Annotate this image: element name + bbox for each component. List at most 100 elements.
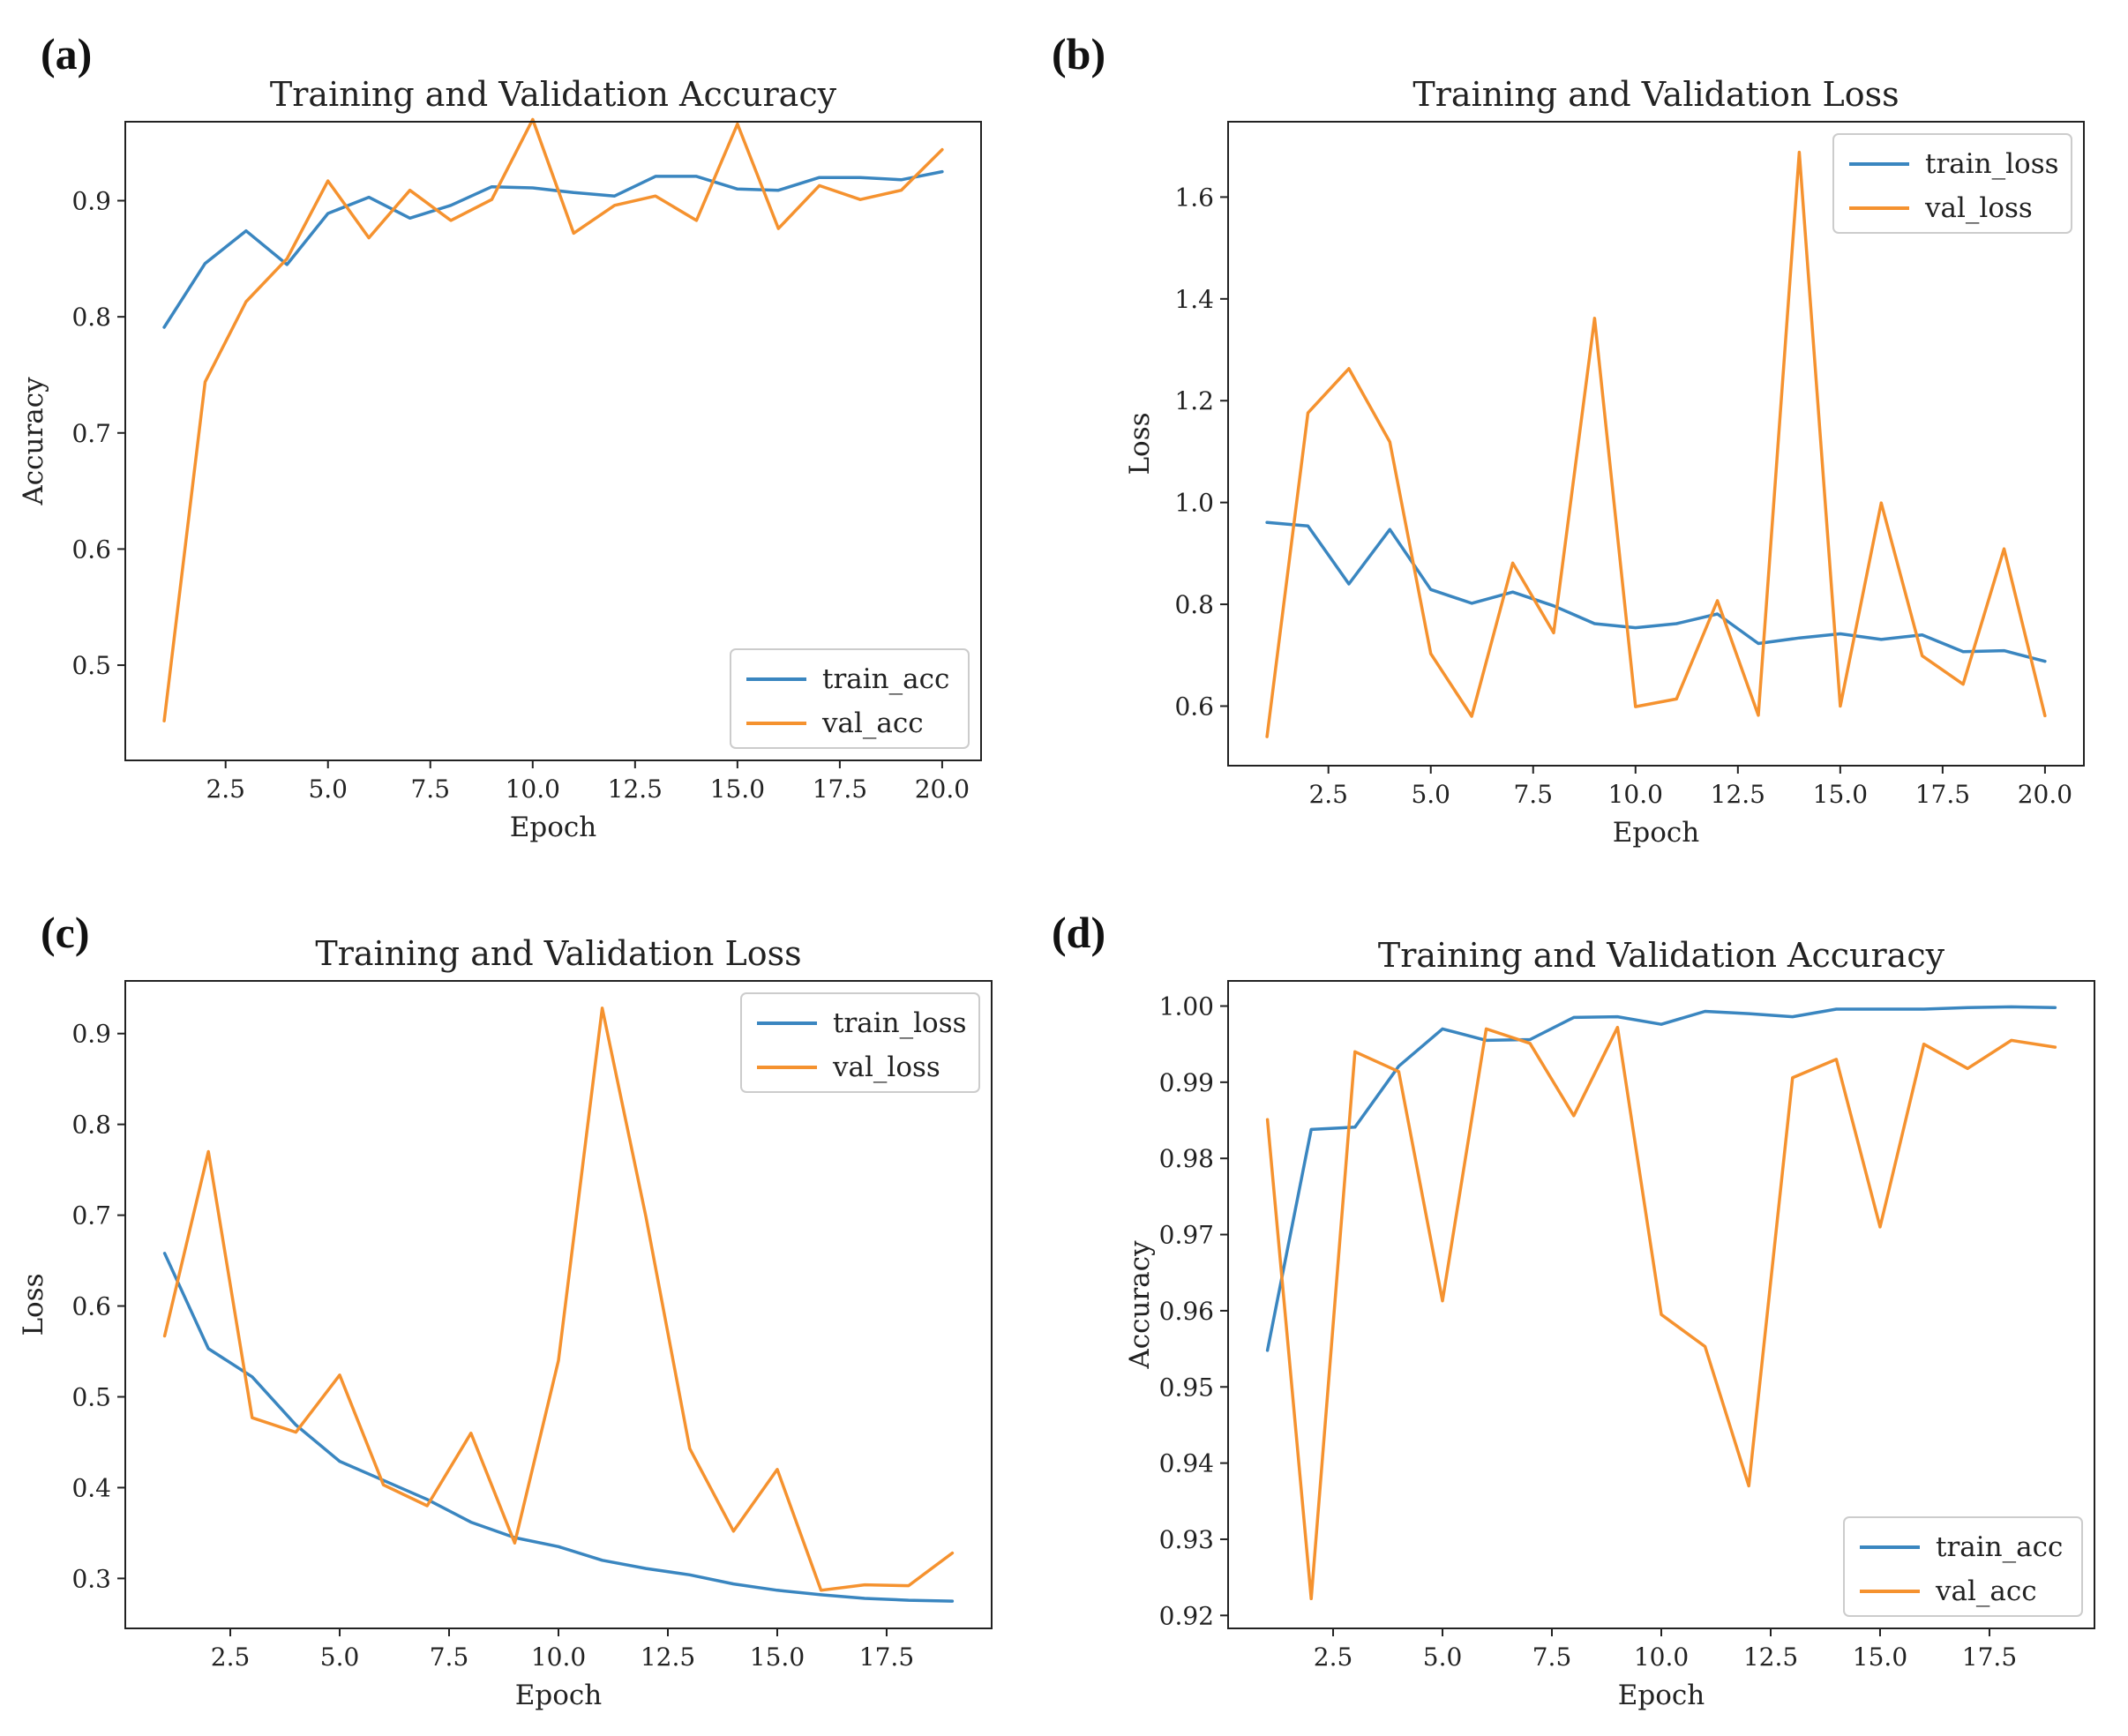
y-tick-label: 0.92 (1159, 1601, 1214, 1630)
legend-label-train_loss: train_loss (1925, 148, 2059, 180)
legend-label-val_acc: val_acc (821, 707, 924, 739)
x-tick-label: 10.0 (531, 1642, 586, 1672)
legend-label-val_loss: val_loss (832, 1051, 940, 1083)
chart-panel-1: (a) Training and Validation Accuracy 2.5 5.… (18, 29, 982, 843)
series-line-train_acc (162, 169, 944, 329)
y-tick-label: 0.5 (71, 651, 111, 680)
y-tick-label: 0.8 (71, 1111, 111, 1140)
y-tick-label: 0.6 (71, 1292, 111, 1321)
y-axis-label: Loss (18, 1273, 49, 1336)
x-axis-label: Epoch (1618, 1680, 1705, 1711)
y-tick-label: 0.6 (71, 535, 111, 564)
x-tick-label: 15.0 (1813, 780, 1868, 809)
y-tick-label: 0.95 (1159, 1373, 1214, 1402)
x-tick-label: 2.5 (211, 1642, 251, 1672)
x-axis-label: Epoch (515, 1680, 602, 1711)
x-axis-label: Epoch (510, 812, 596, 843)
y-tick-label: 0.9 (71, 187, 111, 216)
series-line-val_loss (1265, 150, 2047, 738)
chart-panel-3: (c) Training and Validation Loss 2.5 5.0 7.5… (18, 908, 993, 1711)
x-tick-label: 10.0 (1634, 1642, 1689, 1672)
series-line-train_loss (1265, 520, 2047, 663)
x-axis-label: Epoch (1613, 817, 1699, 849)
x-tick-label: 7.5 (1513, 780, 1553, 809)
x-tick-label: 17.5 (1962, 1642, 2017, 1672)
y-tick-label: 0.98 (1159, 1144, 1214, 1173)
x-tick-label: 7.5 (410, 774, 450, 804)
series-line-val_acc (162, 117, 944, 722)
y-tick-label: 0.7 (71, 1201, 111, 1231)
y-tick-label: 1.6 (1174, 183, 1214, 212)
x-tick-label: 17.5 (859, 1642, 914, 1672)
plot-frame (124, 121, 982, 761)
y-tick-label: 1.4 (1174, 285, 1214, 314)
y-tick-label: 0.99 (1159, 1068, 1214, 1097)
x-tick-label: 15.0 (710, 774, 765, 804)
y-tick-label: 0.94 (1159, 1449, 1214, 1478)
y-tick-label: 0.7 (71, 419, 111, 448)
legend-label-val_acc: val_acc (1935, 1575, 2037, 1607)
x-tick-label: 15.0 (1853, 1642, 1907, 1672)
legend-label-train_loss: train_loss (833, 1007, 967, 1039)
y-axis-label: Loss (1124, 412, 1156, 475)
legend-label-train_acc: train_acc (822, 663, 949, 695)
series-line-val_loss (162, 1006, 955, 1592)
y-tick-label: 0.9 (71, 1020, 111, 1049)
legend-label-train_acc: train_acc (1936, 1531, 2063, 1563)
x-tick-label: 20.0 (2018, 780, 2072, 809)
x-tick-label: 17.5 (1915, 780, 1970, 809)
x-tick-label: 2.5 (206, 774, 245, 804)
y-tick-label: 0.3 (71, 1564, 111, 1593)
series-line-val_acc (1265, 1025, 2057, 1601)
y-tick-label: 1.0 (1174, 489, 1214, 518)
x-tick-label: 12.5 (641, 1642, 695, 1672)
legend: train_acc val_acc (730, 648, 970, 749)
x-tick-label: 5.0 (1423, 1642, 1463, 1672)
y-tick-label: 0.93 (1159, 1525, 1214, 1554)
y-tick-label: 0.96 (1159, 1297, 1214, 1326)
x-tick-label: 12.5 (1711, 780, 1765, 809)
panel-letter: (d) (1052, 908, 1105, 957)
chart-title: Training and Validation Accuracy (270, 75, 837, 114)
x-tick-label: 2.5 (1308, 780, 1348, 809)
y-tick-label: 0.6 (1174, 692, 1214, 721)
x-tick-label: 10.0 (1608, 780, 1663, 809)
panel-letter: (a) (41, 29, 92, 79)
legend: train_acc val_acc (1843, 1516, 2083, 1617)
chart-panel-4: (d) Training and Validation Accuracy 2.5 5.… (1052, 908, 2095, 1711)
series-line-train_acc (1265, 1005, 2057, 1352)
panel-letter: (b) (1052, 29, 1105, 79)
y-tick-label: 0.8 (71, 303, 111, 332)
y-tick-label: 1.2 (1174, 386, 1214, 415)
x-tick-label: 10.0 (506, 774, 560, 804)
legend-label-val_loss: val_loss (1924, 192, 2033, 224)
y-tick-label: 0.8 (1174, 590, 1214, 619)
x-tick-label: 15.0 (750, 1642, 805, 1672)
chart-panel-2: (b) Training and Validation Loss 2.5 5.0 7.5… (1052, 29, 2085, 849)
x-tick-label: 5.0 (320, 1642, 360, 1672)
panel-letter: (c) (41, 908, 90, 957)
y-tick-label: 1.00 (1159, 991, 1214, 1021)
x-tick-label: 12.5 (1743, 1642, 1798, 1672)
x-tick-label: 5.0 (308, 774, 348, 804)
plot-frame (1227, 121, 2085, 767)
x-tick-label: 17.5 (813, 774, 867, 804)
y-tick-label: 0.97 (1159, 1221, 1214, 1250)
x-tick-label: 7.5 (430, 1642, 469, 1672)
series-line-train_loss (162, 1252, 955, 1603)
y-axis-label: Accuracy (1124, 1240, 1156, 1370)
chart-title: Training and Validation Loss (1412, 75, 1899, 114)
legend: train_loss val_loss (1832, 133, 2072, 234)
y-tick-label: 0.5 (71, 1382, 111, 1411)
y-tick-label: 0.4 (71, 1473, 111, 1502)
x-tick-label: 2.5 (1314, 1642, 1353, 1672)
x-tick-label: 12.5 (608, 774, 663, 804)
x-tick-label: 7.5 (1532, 1642, 1572, 1672)
chart-title: Training and Validation Loss (315, 934, 801, 973)
legend: train_loss val_loss (740, 992, 980, 1093)
x-tick-label: 5.0 (1411, 780, 1450, 809)
x-tick-label: 20.0 (915, 774, 970, 804)
y-axis-label: Accuracy (18, 377, 49, 506)
chart-title: Training and Validation Accuracy (1378, 936, 1945, 975)
